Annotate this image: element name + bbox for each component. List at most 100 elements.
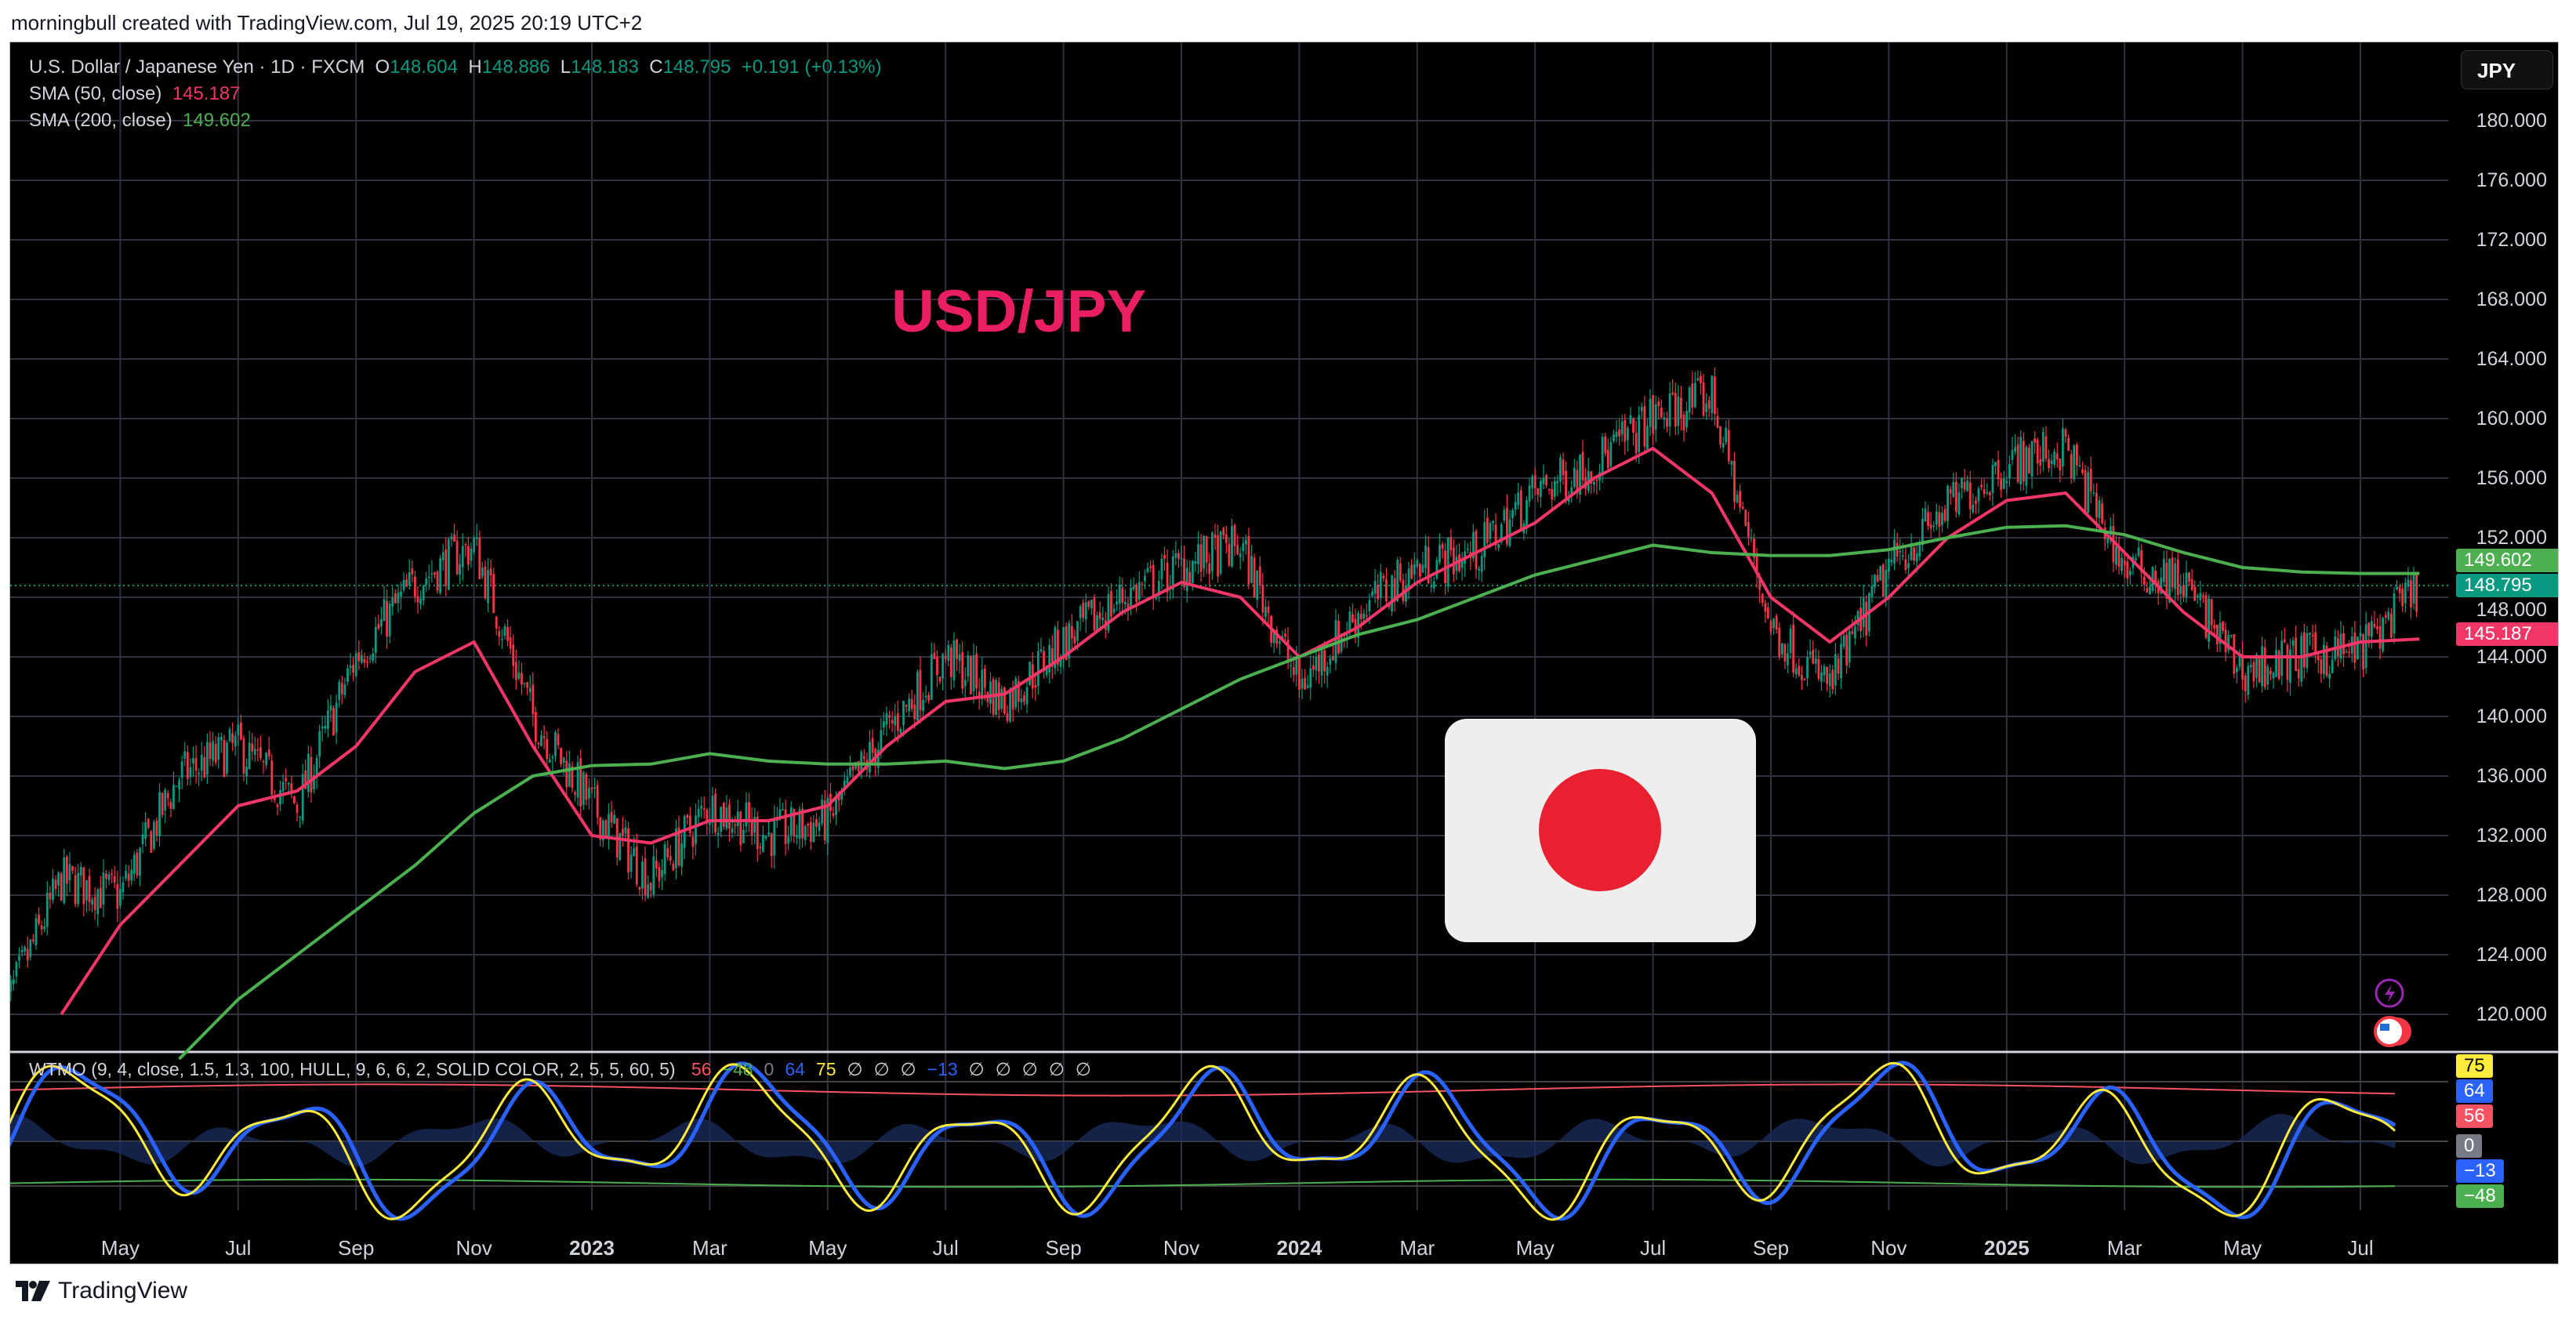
candle-body — [2412, 573, 2415, 604]
candle-body — [579, 758, 582, 807]
candle-body — [1489, 523, 1492, 539]
candle-body — [1806, 657, 1809, 679]
candle-body — [1769, 621, 1772, 632]
candle-body — [1166, 562, 1169, 593]
candle-body — [1885, 569, 1888, 598]
candle-body — [1823, 666, 1826, 676]
candle-body — [936, 657, 938, 676]
candle-body — [1065, 626, 1068, 661]
candle-body — [677, 827, 680, 865]
candle-body — [82, 867, 85, 905]
sma200-label: SMA (200, close) — [29, 110, 172, 131]
candle-body — [2289, 649, 2291, 683]
candle-body — [1963, 482, 1966, 490]
candle-body — [1696, 378, 1700, 381]
candle-body — [1562, 459, 1565, 476]
candle-body — [784, 809, 787, 844]
candle-body — [666, 847, 669, 858]
candle-body — [189, 767, 192, 778]
oscillator-legend[interactable]: WTMO (9, 4, close, 1.5, 1.3, 100, HULL, … — [29, 1059, 1091, 1080]
candle-body — [1918, 543, 1921, 557]
candle-body — [332, 708, 335, 736]
candle-body — [1003, 687, 1006, 714]
osc-legend-value: −48 — [722, 1059, 753, 1079]
candle-body — [2137, 547, 2140, 557]
candle-body — [1668, 393, 1671, 427]
candle-body — [938, 676, 942, 682]
candle-body — [778, 809, 782, 819]
candle-body — [1517, 492, 1520, 506]
candle-body — [1890, 560, 1893, 563]
time-tick-label: 2023 — [569, 1236, 615, 1260]
candle-body — [2078, 465, 2081, 467]
candle-body — [503, 626, 506, 636]
candle-body — [10, 980, 13, 992]
sma50-legend[interactable]: SMA (50, close) 145.187 — [29, 83, 241, 105]
osc-value-tag: −13 — [2456, 1159, 2504, 1183]
candle-body — [509, 637, 512, 649]
candle-body — [2084, 470, 2087, 512]
candle-body — [2160, 578, 2163, 594]
candle-body — [1405, 586, 1407, 602]
candle-body — [949, 647, 952, 677]
candle-body — [1680, 397, 1682, 419]
candle-body — [1573, 467, 1576, 488]
candle-body — [74, 875, 77, 905]
candle-body — [1309, 668, 1312, 688]
candle-body — [1452, 547, 1455, 575]
candle-body — [2342, 633, 2345, 655]
candle-body — [439, 558, 442, 593]
candle-body — [1876, 575, 1879, 582]
candle-body — [119, 888, 122, 906]
candle-body — [2384, 615, 2387, 618]
candle-body — [891, 720, 894, 724]
candle-body — [481, 568, 484, 577]
candle-body — [304, 770, 307, 789]
candle-body — [1966, 480, 1969, 491]
candle-body — [1533, 474, 1537, 489]
symbol-legend[interactable]: U.S. Dollar / Japanese Yen · 1D · FXCM O… — [29, 56, 881, 78]
tradingview-logo[interactable]: TradingView — [16, 1278, 187, 1304]
candle-body — [354, 653, 357, 676]
candle-body — [1941, 513, 1943, 525]
sma200-legend[interactable]: SMA (200, close) 149.602 — [29, 110, 251, 132]
candle-body — [265, 752, 268, 766]
candle-body — [1418, 564, 1421, 577]
candle-body — [1654, 404, 1657, 430]
candle-body — [1792, 624, 1795, 673]
candle-body — [105, 873, 107, 879]
candle-body — [944, 655, 947, 659]
candle-body — [29, 939, 32, 957]
candle-body — [1368, 600, 1371, 612]
symbol-name: U.S. Dollar / Japanese Yen · 1D · FXCM — [29, 56, 365, 78]
candle-body — [764, 836, 767, 839]
candle-body — [1896, 542, 1899, 557]
candle-body — [672, 863, 675, 871]
candle-body — [2247, 665, 2250, 695]
candle-body — [318, 731, 321, 757]
candle-body — [178, 780, 180, 790]
candle-body — [1402, 579, 1405, 601]
candle-body — [2030, 441, 2034, 477]
currency-button[interactable]: JPY — [2461, 50, 2553, 89]
candle-body — [161, 792, 164, 815]
candle-body — [702, 808, 706, 810]
candle-body — [1118, 584, 1121, 604]
candle-body — [2215, 625, 2219, 645]
low-value: 148.183 — [571, 56, 639, 78]
candle-body — [1191, 560, 1194, 583]
chart-canvas[interactable] — [10, 42, 2559, 1264]
candle-body — [2320, 659, 2323, 674]
candle-body — [484, 566, 487, 599]
candle-body — [551, 756, 554, 759]
candle-body — [1677, 396, 1680, 426]
candle-body — [1023, 695, 1025, 702]
candle-body — [883, 721, 885, 728]
candle-body — [1323, 650, 1326, 672]
candle-body — [655, 860, 658, 869]
chart-frame[interactable]: U.S. Dollar / Japanese Yen · 1D · FXCM O… — [9, 42, 2559, 1264]
candle-body — [402, 580, 405, 590]
candle-body — [756, 816, 759, 850]
candle-body — [750, 819, 753, 836]
us-flag-canton — [2380, 1024, 2389, 1031]
